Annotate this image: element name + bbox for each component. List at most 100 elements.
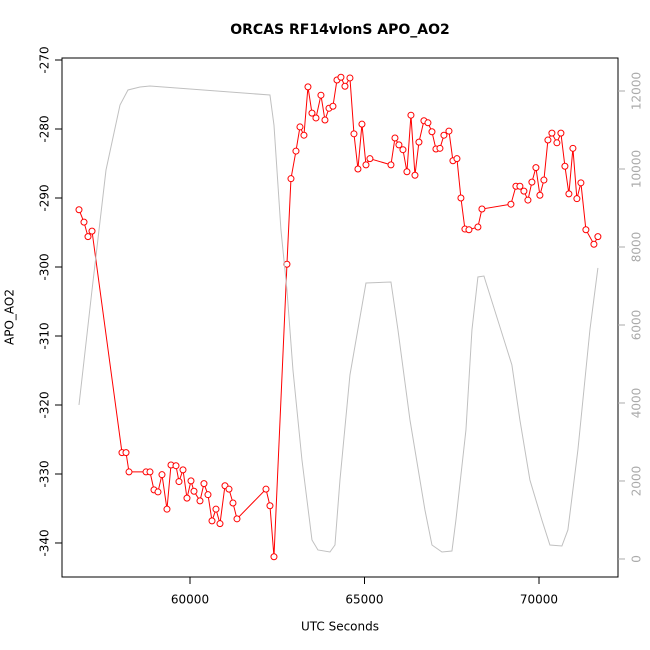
data-point <box>362 161 370 169</box>
y-tick-label: -300 <box>38 253 52 280</box>
data-point <box>524 196 532 204</box>
x-tick-label: 60000 <box>171 593 209 607</box>
y2-tick-label: 2000 <box>630 466 644 497</box>
data-point <box>528 178 536 186</box>
data-point <box>436 144 444 152</box>
data-point <box>187 477 195 485</box>
data-point <box>474 223 482 231</box>
data-point <box>457 194 465 202</box>
series-line <box>78 85 599 553</box>
data-point <box>358 120 366 128</box>
chart-title: ORCAS RF14vlonS APO_AO2 <box>230 22 450 38</box>
data-point <box>424 119 432 127</box>
data-point <box>172 462 180 470</box>
data-point <box>548 129 556 137</box>
data-point <box>350 130 358 138</box>
data-point <box>540 176 548 184</box>
data-point <box>75 206 83 214</box>
data-point <box>403 168 411 176</box>
data-point <box>329 102 337 110</box>
data-point <box>573 195 581 203</box>
data-point <box>341 82 349 90</box>
data-point <box>428 128 436 136</box>
data-point <box>200 480 208 488</box>
data-point <box>532 164 540 172</box>
data-point <box>233 515 241 523</box>
data-point <box>516 182 524 190</box>
y-tick-label: -270 <box>38 46 52 73</box>
y-tick-label: -340 <box>38 529 52 556</box>
data-point <box>312 114 320 122</box>
data-point <box>175 478 183 486</box>
data-point <box>122 449 130 457</box>
y2-tick-label: 10000 <box>630 150 644 188</box>
data-point <box>569 144 577 152</box>
data-point <box>196 497 204 505</box>
y2-tick-label: 8000 <box>630 232 644 263</box>
data-point <box>300 131 308 139</box>
data-point <box>204 491 212 499</box>
data-point <box>465 226 473 234</box>
data-point <box>229 499 237 507</box>
data-point <box>158 471 166 479</box>
data-point <box>321 116 329 124</box>
data-point <box>308 109 316 117</box>
data-point <box>536 191 544 199</box>
data-point <box>154 488 162 496</box>
data-point <box>590 240 598 248</box>
data-point <box>445 127 453 135</box>
data-point <box>453 155 461 163</box>
data-point <box>557 129 565 137</box>
y2-tick-label: 6000 <box>630 310 644 341</box>
y-tick-label: -310 <box>38 322 52 349</box>
data-point <box>366 155 374 163</box>
data-point <box>387 161 395 169</box>
data-point <box>577 179 585 187</box>
plot-frame <box>61 57 619 578</box>
data-point <box>594 233 602 241</box>
y2-tick-label: 12000 <box>630 72 644 110</box>
y-tick-label: -290 <box>38 184 52 211</box>
data-point <box>80 218 88 226</box>
data-point <box>354 165 362 173</box>
data-point <box>507 200 515 208</box>
data-point <box>179 466 187 474</box>
data-point <box>582 226 590 234</box>
data-point <box>266 502 274 510</box>
x-tick-label: 65000 <box>345 593 383 607</box>
data-point <box>208 517 216 525</box>
data-point <box>337 73 345 81</box>
data-point <box>440 131 448 139</box>
data-point <box>88 227 96 235</box>
data-point <box>212 505 220 513</box>
data-point <box>391 134 399 142</box>
series-line <box>78 76 599 557</box>
data-point <box>225 485 233 493</box>
data-point <box>84 233 92 241</box>
data-point <box>415 138 423 146</box>
data-point <box>216 520 224 528</box>
data-point <box>163 505 171 513</box>
data-point <box>146 468 154 476</box>
data-point <box>407 111 415 119</box>
data-point <box>125 468 133 476</box>
data-point <box>296 123 304 131</box>
data-point <box>292 147 300 155</box>
data-point <box>183 494 191 502</box>
data-point <box>520 187 528 195</box>
y-tick-label: -330 <box>38 460 52 487</box>
data-point <box>317 91 325 99</box>
data-point <box>411 171 419 179</box>
data-point <box>565 190 573 198</box>
data-point <box>544 136 552 144</box>
data-point <box>561 162 569 170</box>
y-tick-label: -280 <box>38 115 52 142</box>
data-point <box>478 205 486 213</box>
y2-tick-label: 4000 <box>630 388 644 419</box>
y2-tick-label: 0 <box>630 555 644 563</box>
data-point <box>346 74 354 82</box>
data-point <box>270 553 278 561</box>
x-axis-title: UTC Seconds <box>301 620 379 634</box>
data-point <box>190 487 198 495</box>
